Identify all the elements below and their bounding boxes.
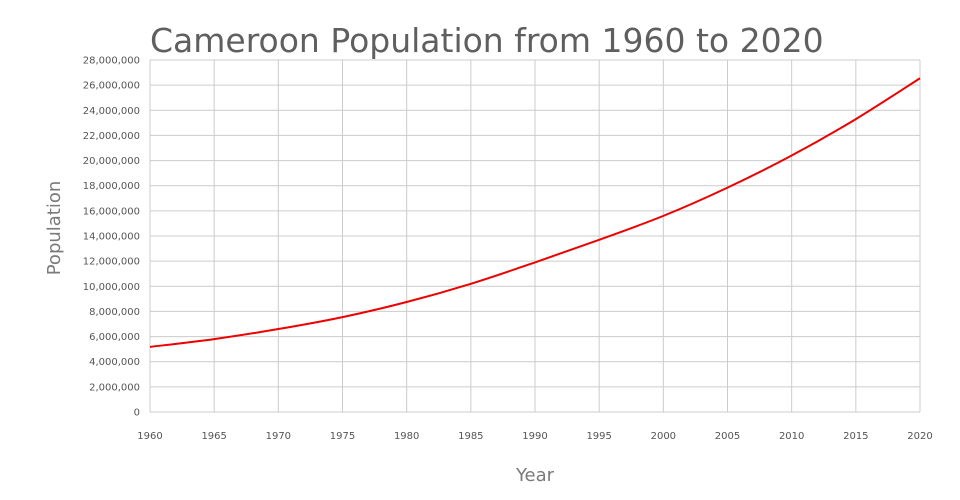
x-axis-title: Year xyxy=(515,465,555,486)
y-tick-label: 4,000,000 xyxy=(89,357,140,368)
y-tick-label: 20,000,000 xyxy=(83,156,140,167)
x-tick-label: 1995 xyxy=(586,431,611,442)
x-tick-label: 1985 xyxy=(458,431,483,442)
x-tick-label: 1980 xyxy=(394,431,419,442)
y-axis-ticks: 0 2,000,000 4,000,000 6,000,000 8,000,000 10,… xyxy=(83,56,140,419)
y-tick-label: 12,000,000 xyxy=(83,257,140,268)
x-tick-label: 1960 xyxy=(137,431,162,442)
x-tick-label: 1975 xyxy=(330,431,355,442)
series-layer xyxy=(149,77,921,348)
x-tick-label: 1965 xyxy=(201,431,226,442)
x-tick-label: 1990 xyxy=(522,431,547,442)
y-tick-label: 24,000,000 xyxy=(83,106,140,117)
y-tick-label: 2,000,000 xyxy=(89,382,140,393)
y-tick-label: 18,000,000 xyxy=(83,181,140,192)
y-tick-label: 0 xyxy=(134,408,140,419)
y-tick-label: 8,000,000 xyxy=(89,307,140,318)
chart-title: Cameroon Population from 1960 to 2020 xyxy=(150,21,824,60)
y-tick-label: 28,000,000 xyxy=(83,56,140,67)
x-tick-label: 1970 xyxy=(266,431,291,442)
y-tick-label: 10,000,000 xyxy=(83,282,140,293)
x-tick-label: 2020 xyxy=(907,431,932,442)
grid-lines xyxy=(149,59,921,413)
y-axis-title: Population xyxy=(44,181,65,276)
x-tick-label: 2010 xyxy=(779,431,804,442)
y-tick-label: 14,000,000 xyxy=(83,232,140,243)
population-line xyxy=(149,77,921,348)
y-tick-label: 26,000,000 xyxy=(83,81,140,92)
x-tick-label: 2000 xyxy=(651,431,676,442)
y-tick-label: 16,000,000 xyxy=(83,206,140,217)
y-tick-label: 6,000,000 xyxy=(89,332,140,343)
x-axis-ticks: 1960 1965 1970 1975 1980 1985 1990 1995 2000 2005… xyxy=(137,431,932,442)
x-tick-label: 2005 xyxy=(715,431,740,442)
y-tick-label: 22,000,000 xyxy=(83,131,140,142)
x-tick-label: 2015 xyxy=(843,431,868,442)
